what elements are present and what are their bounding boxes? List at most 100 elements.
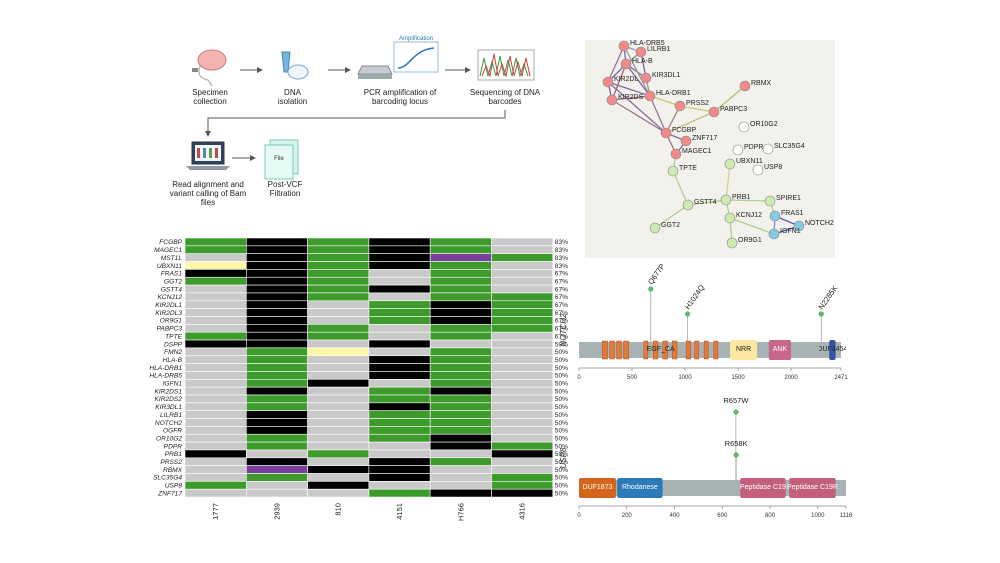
network-edge [725,199,771,202]
heatmap-cell [491,394,554,404]
heatmap-cell [368,426,431,435]
heatmap-cell [184,449,247,459]
heatmap-cell [368,308,431,317]
repeat [713,340,719,360]
heatmap-cell [368,481,431,490]
network-edge [725,163,731,201]
gene-label: KIR3DL1 [155,404,182,411]
heatmap-cell [184,339,247,349]
heatmap-cell [246,339,308,349]
domain [740,478,786,498]
frequency-label: 50% [555,428,568,435]
heatmap-cell [368,441,431,451]
network-node [738,121,750,133]
heatmap-cell [368,245,431,255]
heatmap-cell [429,378,492,388]
heatmap-cell [184,402,247,412]
heatmap-cell [184,245,247,255]
sample-label: 1777 [211,503,220,520]
node-label: UBXN11 [736,158,763,165]
heatmap-cell [184,292,247,302]
heatmap-cell [491,426,554,435]
heatmap-cell [368,284,431,294]
heatmap-cell [491,316,554,325]
heatmap-cell [368,355,431,364]
gene-name: NOTCH2 [559,313,568,346]
heatmap-cell [246,418,308,427]
heatmap-cell [184,331,247,341]
heatmap-cell [368,371,431,380]
heatmap-cell [429,371,492,380]
heatmap-cell [307,324,370,333]
heatmap-cell [307,261,370,270]
heatmap-cell [307,237,370,247]
heatmap-cell [429,276,492,286]
heatmap-cell [429,481,492,490]
network-edge [649,95,667,134]
heatmap-cell [429,410,492,419]
heatmap-cell [429,269,492,278]
network-node [769,210,781,222]
heatmap-cell [184,308,247,317]
heatmap-cell [246,292,308,302]
network-node [764,195,776,207]
heatmap-cell [368,261,431,270]
heatmap-cell [246,253,308,262]
heatmap-cell [491,284,554,294]
network-node [670,148,682,160]
network-node [644,90,656,102]
step-label: Post-VCF Filtration [267,180,303,198]
gene-label: HLA-DRB1 [149,365,182,372]
frequency-label: 67% [555,310,568,317]
heatmap-cell [368,237,431,247]
domain [579,478,617,498]
axis-tick-label: 2000 [784,375,798,381]
gene-label: KIR2DS1 [155,388,183,395]
heatmap-cell [246,433,308,443]
heatmap-cell [368,276,431,286]
heatmap-cell [491,441,554,451]
heatmap-cell [307,481,370,490]
axis-tick-label: 1000 [678,375,692,381]
heatmap-cell [368,363,431,372]
heatmap-cell [368,394,431,404]
frequency-label: 50% [555,357,568,364]
step-label: PCR amplification of barcoding locus [363,88,437,106]
heatmap-cell [307,426,370,435]
gene-label: KIR2DL1 [155,302,182,309]
domain [789,478,836,498]
heatmap-cell [307,418,370,427]
heatmap-cell [429,441,492,451]
heatmap-cell [491,308,554,317]
network-node [667,165,679,177]
heatmap-cell [491,371,554,380]
node-label: ZNF717 [692,135,717,142]
heatmap-cell [491,378,554,388]
axis-tick-label: 600 [717,513,728,519]
repeat [623,340,630,360]
node-label: PRB1 [732,194,750,201]
repeat [602,340,608,360]
heatmap-cell [184,284,247,294]
heatmap-cell [246,284,308,294]
node-label: HLA-DRB5 [630,40,665,47]
domain-label: DUF3454 [819,346,846,353]
heatmap-cell [246,331,308,341]
node-label: IGFN1 [780,228,801,235]
node-label: GGT2 [661,222,680,229]
repeat [643,340,649,360]
heatmap-cell [491,292,554,302]
heatmap-cell [184,473,247,482]
network-node [602,76,614,88]
heatmap-cell [368,386,431,396]
repeat [652,340,659,360]
domain-label: EGF_CA [646,346,675,353]
mutation-label: R657W [723,396,749,405]
frequency-label: 67% [555,278,568,285]
heatmap-cell [307,386,370,396]
frequency-label: 50% [555,467,568,474]
frequency-label: 83% [555,247,568,254]
network-node [618,40,630,52]
network-node [768,228,780,240]
gene-label: ZNF717 [157,490,182,497]
